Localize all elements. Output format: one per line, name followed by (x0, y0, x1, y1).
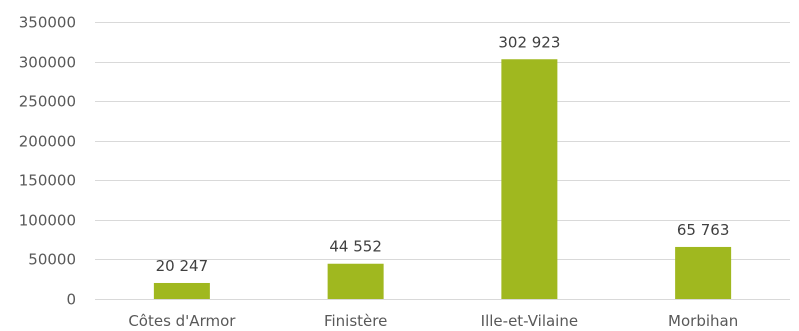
y-tick-label: 250000 (19, 93, 76, 111)
bars (153, 59, 732, 299)
y-tick-label: 150000 (19, 172, 76, 190)
y-tick-label: 100000 (19, 212, 76, 230)
x-axis-category-labels: Côtes d'Armor Finistère Ille-et-Vilaine Mor… (128, 312, 738, 330)
y-tick-label: 50000 (28, 251, 76, 269)
y-tick-label: 200000 (19, 133, 76, 151)
data-label: 65 763 (677, 221, 730, 239)
bar (153, 282, 210, 299)
bar (501, 59, 558, 299)
y-axis-tick-labels: 0 50000 100000 150000 200000 250000 300000 3500… (19, 14, 76, 309)
bar (327, 263, 384, 299)
category-label: Ille-et-Vilaine (481, 312, 578, 330)
category-label: Côtes d'Armor (128, 312, 236, 330)
data-label: 20 247 (156, 257, 209, 275)
data-labels: 20 247 44 552 302 923 65 763 (156, 33, 730, 275)
category-label: Morbihan (668, 312, 738, 330)
gridlines (95, 22, 790, 300)
category-label: Finistère (324, 312, 387, 330)
y-tick-label: 350000 (19, 14, 76, 32)
data-label: 44 552 (329, 238, 382, 256)
data-label: 302 923 (498, 33, 560, 51)
y-tick-label: 0 (66, 291, 76, 309)
y-tick-label: 300000 (19, 54, 76, 72)
bar (675, 246, 732, 299)
